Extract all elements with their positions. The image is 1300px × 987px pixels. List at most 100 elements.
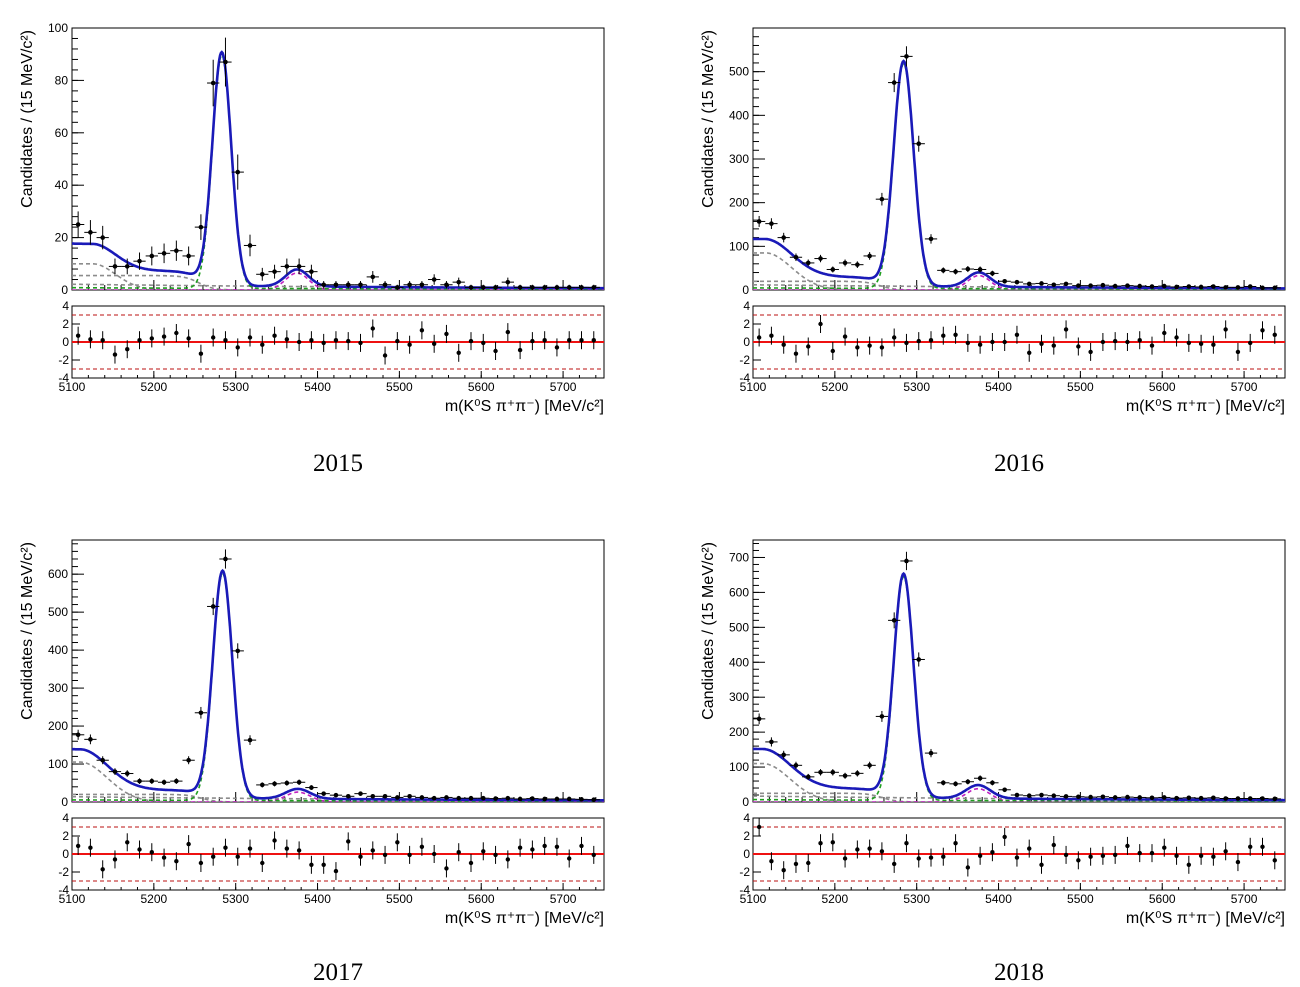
panel-title-2016: 2016 — [994, 450, 1044, 477]
data-point — [973, 775, 987, 782]
data-point — [1219, 285, 1232, 290]
total-fit-curve — [753, 59, 1285, 290]
residual-point — [296, 333, 302, 351]
y-tick-label: 600 — [48, 567, 68, 581]
residual-point — [296, 841, 302, 860]
residual-point — [1100, 846, 1106, 865]
x-tick-label: 5600 — [1149, 380, 1176, 394]
residual-point — [965, 858, 971, 877]
residual-point — [517, 838, 523, 857]
residual-point — [223, 838, 228, 857]
data-point — [1207, 795, 1220, 801]
residual-point — [916, 332, 921, 351]
residual-point — [517, 341, 523, 360]
residual-point — [321, 333, 326, 352]
residual-point — [591, 331, 596, 350]
x-tick-label: 5400 — [985, 380, 1012, 394]
data-point — [256, 267, 269, 281]
residual-point — [953, 834, 958, 853]
residual-point — [321, 855, 326, 874]
residual-point — [284, 839, 290, 858]
y-tick-label: 400 — [48, 643, 68, 657]
data-point — [777, 750, 790, 759]
y-axis-title: Candidates / (15 MeV/c²) — [700, 30, 717, 208]
residual-point — [1014, 848, 1020, 867]
residual-point — [941, 326, 946, 345]
data-point — [72, 729, 85, 740]
res-y-tick-label: 2 — [743, 829, 750, 843]
data-point — [937, 780, 950, 786]
y-tick-label: 0 — [742, 283, 749, 297]
data-point — [550, 284, 564, 290]
residual-point — [928, 848, 934, 867]
data-point — [1231, 285, 1245, 290]
data-point — [1158, 795, 1171, 800]
fit-curves — [753, 59, 1285, 290]
data-point — [961, 266, 974, 273]
y-axis-title: Candidates / (15 MeV/c²) — [700, 542, 717, 720]
data-point — [998, 787, 1011, 793]
low-mass-background-curve — [72, 761, 604, 802]
data-point — [900, 46, 913, 67]
residual-point — [1051, 336, 1056, 355]
x-tick-label: 5500 — [386, 892, 413, 906]
data-point — [973, 266, 987, 273]
residual-points — [75, 319, 596, 365]
data-point — [1170, 284, 1183, 290]
data-point — [342, 794, 355, 799]
residual-point — [186, 835, 191, 854]
residual-point — [1211, 335, 1216, 354]
data-point — [182, 756, 195, 765]
x-tick-label: 5700 — [1231, 380, 1258, 394]
data-point — [1133, 795, 1146, 800]
residual-point — [953, 325, 958, 344]
residual-point — [1223, 842, 1228, 861]
y-tick-label: 80 — [55, 73, 69, 87]
residual-point — [542, 331, 547, 350]
x-axis-title: m(K⁰S π⁺π⁻) [MeV/c²] — [445, 398, 604, 415]
residual-point — [1027, 839, 1032, 858]
data-point — [145, 778, 158, 784]
residual-point — [855, 840, 860, 859]
data-point — [1145, 795, 1159, 801]
data-point — [777, 232, 790, 243]
residual-point — [554, 837, 560, 856]
data-point — [96, 225, 109, 250]
residual-point — [468, 332, 474, 351]
x-tick-label: 5700 — [550, 892, 577, 906]
y-tick-label: 40 — [55, 178, 69, 192]
fit-curves — [753, 571, 1285, 802]
residual-point — [1235, 853, 1241, 872]
data-point — [838, 259, 852, 267]
data-point — [378, 281, 392, 289]
residual-point — [769, 326, 774, 345]
residual-point — [198, 854, 204, 872]
data-point — [802, 259, 815, 267]
residual-point — [1014, 325, 1020, 344]
residual-point — [468, 854, 474, 872]
data-point — [403, 281, 416, 289]
data-point — [1182, 795, 1195, 801]
data-point — [1170, 795, 1183, 801]
main-plot-frame — [752, 539, 1286, 803]
data-point — [924, 234, 938, 244]
residual-point — [210, 328, 216, 347]
data-point — [354, 791, 367, 796]
x-tick-label: 5200 — [821, 380, 848, 394]
y-tick-label: 20 — [55, 231, 69, 245]
res-y-tick-label: 4 — [743, 299, 750, 313]
residual-point — [830, 342, 835, 360]
residual-point — [149, 843, 154, 862]
data-points — [72, 37, 600, 290]
data-point — [317, 791, 330, 796]
data-points — [72, 549, 600, 803]
residual-point — [1112, 845, 1118, 864]
data-point — [440, 281, 453, 289]
data-point — [1023, 793, 1036, 799]
data-point — [391, 795, 404, 800]
data-point — [875, 710, 889, 722]
residual-point — [591, 845, 596, 864]
residual-point — [1272, 851, 1277, 870]
data-point — [231, 643, 244, 659]
residual-point — [941, 847, 946, 866]
